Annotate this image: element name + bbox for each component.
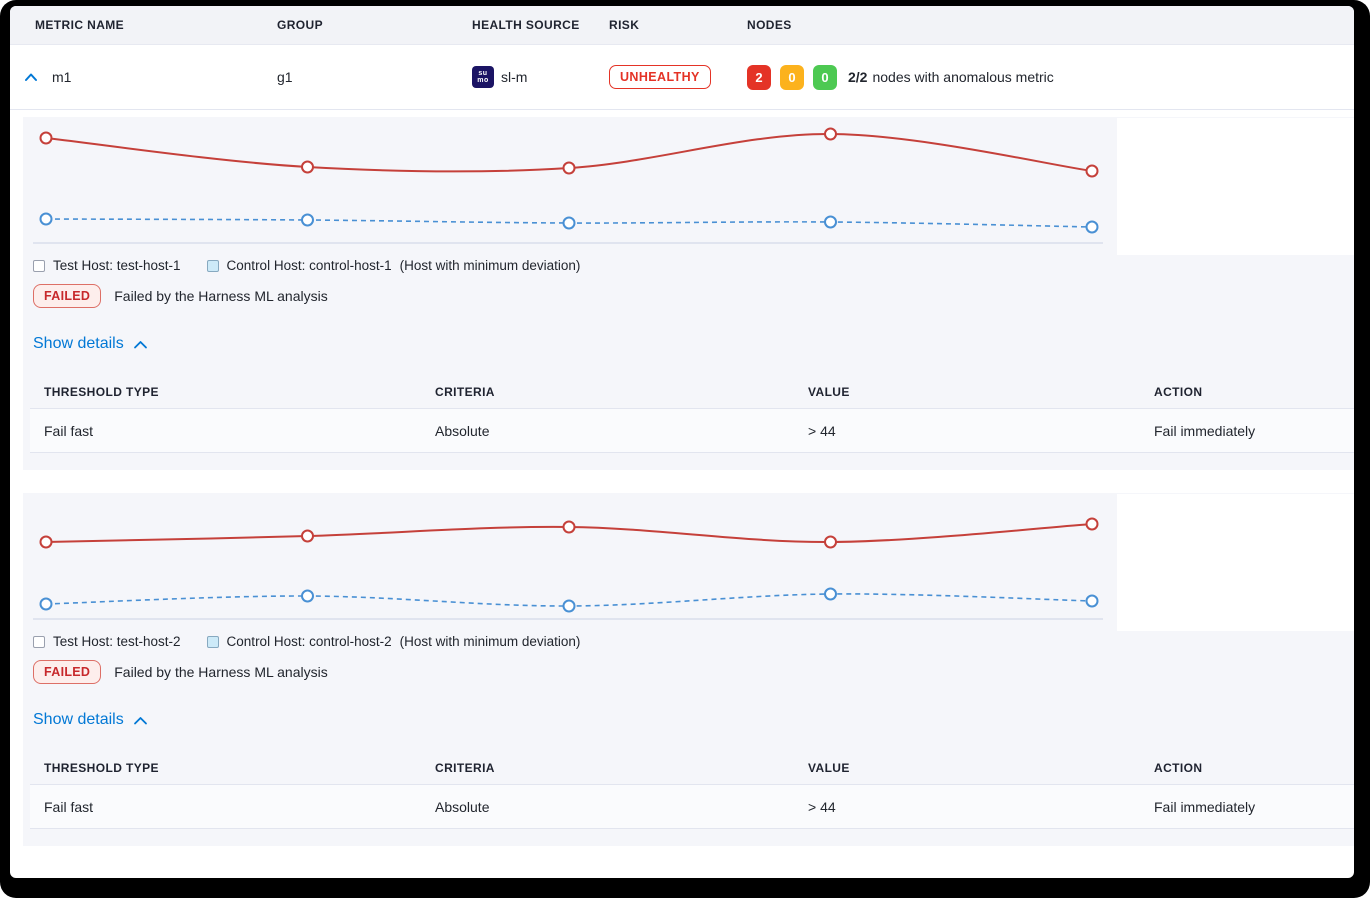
analysis-verdict: FAILED Failed by the Harness ML analysis [33, 660, 1354, 684]
host-analysis-section: Test Host: test-host-2 Control Host: con… [23, 493, 1354, 846]
analysis-verdict: FAILED Failed by the Harness ML analysis [33, 284, 1354, 308]
cell-criteria: Absolute [435, 422, 490, 439]
legend-test-host[interactable]: Test Host: test-host-1 [33, 258, 181, 273]
table-row: Fail fast Absolute > 44 Fail immediately [30, 409, 1354, 453]
legend-control-host-label: Control Host: control-host-1 [226, 258, 392, 273]
header-value: VALUE [808, 760, 850, 775]
chart-legend: Test Host: test-host-2 Control Host: con… [33, 634, 1354, 649]
table-header-row: THRESHOLD TYPE CRITERIA VALUE ACTION [30, 375, 1354, 409]
chart-empty-panel [1117, 118, 1354, 255]
metric-row: m1 g1 su mo sl-m UNHEALTHY 2 0 0 2/2 node… [10, 45, 1354, 110]
group-value: g1 [277, 69, 293, 85]
failed-badge: FAILED [33, 660, 102, 684]
risk-status-badge: UNHEALTHY [609, 65, 711, 89]
node-count-healthy-badge: 0 [813, 64, 837, 90]
cell-action: Fail immediately [1154, 422, 1256, 439]
column-nodes: NODES [747, 18, 792, 32]
cell-criteria: Absolute [435, 798, 490, 815]
threshold-details-table: THRESHOLD TYPE CRITERIA VALUE ACTION Fai… [30, 375, 1354, 453]
sumologic-icon-text-bottom: mo [477, 77, 489, 84]
table-column-header: METRIC NAME GROUP HEALTH SOURCE RISK NOD… [10, 6, 1354, 45]
cell-value: > 44 [808, 798, 836, 815]
header-action: ACTION [1154, 384, 1203, 399]
metric-name-cell: m1 [23, 69, 277, 85]
timeseries-chart[interactable] [23, 493, 1103, 623]
legend-note: (Host with minimum deviation) [399, 634, 581, 649]
chart-area [23, 493, 1354, 631]
section-padding [23, 829, 1354, 846]
node-count-badges: 2 0 0 [747, 64, 837, 90]
column-risk: RISK [609, 18, 640, 32]
legend-test-host-label: Test Host: test-host-2 [53, 634, 181, 649]
verdict-message: Failed by the Harness ML analysis [114, 288, 328, 304]
legend-test-host[interactable]: Test Host: test-host-2 [33, 634, 181, 649]
cell-threshold-type: Fail fast [44, 798, 94, 815]
cell-action: Fail immediately [1154, 798, 1256, 815]
legend-control-host[interactable]: Control Host: control-host-1 [206, 258, 392, 273]
header-threshold-type: THRESHOLD TYPE [44, 760, 159, 775]
legend-test-host-label: Test Host: test-host-1 [53, 258, 181, 273]
table-row: Fail fast Absolute > 44 Fail immediately [30, 785, 1354, 829]
nodes-cell: 2 0 0 2/2 nodes with anomalous metric [747, 64, 1354, 90]
chevron-up-icon [133, 715, 148, 726]
section-padding [23, 453, 1354, 470]
verdict-message: Failed by the Harness ML analysis [114, 664, 328, 680]
cell-threshold-type: Fail fast [44, 422, 94, 439]
chart-empty-panel [1117, 494, 1354, 631]
test-host-checkbox-icon[interactable] [33, 635, 45, 648]
node-count-warning-badge: 0 [780, 64, 804, 90]
chevron-up-icon [133, 339, 148, 350]
group-cell: g1 [277, 69, 472, 85]
test-host-checkbox-icon[interactable] [33, 259, 45, 272]
legend-control-host-label: Control Host: control-host-2 [226, 634, 392, 649]
header-criteria: CRITERIA [435, 760, 495, 775]
timeseries-chart[interactable] [23, 117, 1103, 247]
chevron-up-icon [25, 73, 37, 81]
sumologic-icon: su mo [472, 66, 494, 88]
host-analysis-section: Test Host: test-host-1 Control Host: con… [23, 117, 1354, 470]
failed-badge: FAILED [33, 284, 102, 308]
header-value: VALUE [808, 384, 850, 399]
cell-value: > 44 [808, 422, 836, 439]
column-health-source: HEALTH SOURCE [472, 18, 580, 32]
header-threshold-type: THRESHOLD TYPE [44, 384, 159, 399]
column-group: GROUP [277, 18, 324, 32]
show-details-label: Show details [33, 711, 124, 728]
node-count-unhealthy-badge: 2 [747, 64, 771, 90]
legend-note: (Host with minimum deviation) [399, 258, 581, 273]
health-source-value: sl-m [501, 69, 528, 85]
header-criteria: CRITERIA [435, 384, 495, 399]
column-metric-name: METRIC NAME [35, 18, 125, 32]
nodes-summary: 2/2 nodes with anomalous metric [848, 69, 1054, 85]
show-details-link[interactable]: Show details [33, 335, 148, 353]
metric-analysis-panel: METRIC NAME GROUP HEALTH SOURCE RISK NOD… [10, 6, 1354, 878]
header-action: ACTION [1154, 760, 1203, 775]
metric-name-value: m1 [52, 69, 72, 85]
chart-legend: Test Host: test-host-1 Control Host: con… [33, 258, 1354, 273]
nodes-summary-text: nodes with anomalous metric [872, 69, 1054, 85]
collapse-row-button[interactable] [23, 69, 39, 85]
nodes-summary-ratio: 2/2 [848, 69, 868, 85]
legend-control-host[interactable]: Control Host: control-host-2 [206, 634, 392, 649]
sumologic-icon-text-top: su [478, 70, 488, 77]
show-details-label: Show details [33, 335, 124, 352]
chart-area [23, 117, 1354, 255]
risk-cell: UNHEALTHY [609, 65, 747, 89]
control-host-checkbox-icon[interactable] [206, 635, 219, 648]
threshold-details-table: THRESHOLD TYPE CRITERIA VALUE ACTION Fai… [30, 751, 1354, 829]
table-header-row: THRESHOLD TYPE CRITERIA VALUE ACTION [30, 751, 1354, 785]
control-host-checkbox-icon[interactable] [206, 259, 219, 272]
show-details-link[interactable]: Show details [33, 711, 148, 729]
health-source-cell: su mo sl-m [472, 66, 609, 88]
